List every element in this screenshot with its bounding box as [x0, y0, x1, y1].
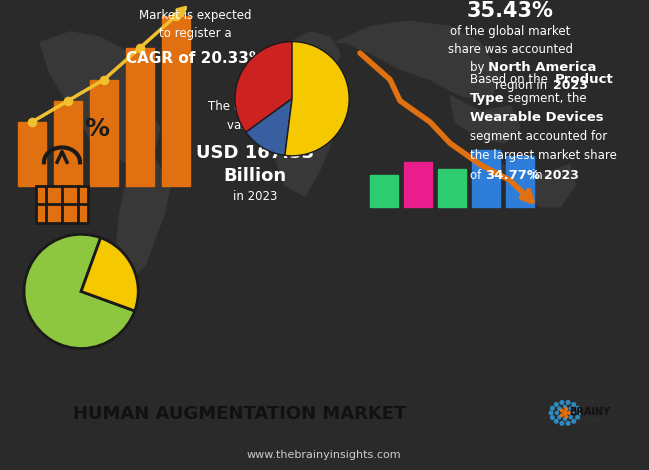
- Text: 34.77%: 34.77%: [485, 169, 540, 181]
- Circle shape: [563, 411, 567, 415]
- Text: the largest market share: the largest market share: [470, 149, 617, 163]
- Text: of: of: [470, 169, 485, 181]
- Circle shape: [572, 419, 576, 423]
- Circle shape: [550, 415, 554, 419]
- Point: [99, 76, 109, 83]
- Circle shape: [561, 414, 563, 416]
- Bar: [54, 101, 82, 186]
- Text: by: by: [470, 62, 488, 74]
- Text: of the global market: of the global market: [450, 25, 570, 39]
- Circle shape: [550, 407, 554, 410]
- Text: North America: North America: [488, 62, 596, 74]
- Circle shape: [565, 407, 567, 410]
- Bar: [506, 156, 534, 207]
- Bar: [370, 175, 398, 207]
- Circle shape: [558, 415, 561, 419]
- Text: Market is expected: Market is expected: [139, 9, 251, 23]
- Bar: [404, 162, 432, 207]
- Text: INSIGHTS: INSIGHTS: [575, 419, 605, 423]
- Bar: [438, 169, 466, 207]
- Text: The market was: The market was: [208, 100, 302, 113]
- Circle shape: [563, 417, 567, 421]
- Circle shape: [563, 405, 567, 408]
- Circle shape: [561, 409, 563, 412]
- Circle shape: [568, 412, 570, 414]
- Point: [135, 44, 145, 52]
- Circle shape: [577, 411, 581, 415]
- Bar: [162, 16, 190, 186]
- Point: [171, 12, 181, 20]
- Polygon shape: [450, 95, 520, 143]
- Polygon shape: [335, 21, 500, 101]
- Text: BRAINY: BRAINY: [570, 407, 611, 417]
- Circle shape: [576, 407, 580, 410]
- Wedge shape: [246, 99, 292, 156]
- Circle shape: [556, 411, 559, 415]
- Circle shape: [558, 407, 561, 410]
- Text: USD 167.53: USD 167.53: [196, 144, 314, 162]
- Circle shape: [576, 415, 580, 419]
- Text: Product: Product: [555, 73, 614, 86]
- Wedge shape: [81, 238, 138, 311]
- Text: Billion: Billion: [223, 167, 287, 185]
- Text: 2023: 2023: [553, 79, 588, 93]
- Circle shape: [572, 403, 576, 407]
- Text: segment accounted for: segment accounted for: [470, 130, 607, 143]
- Circle shape: [565, 415, 567, 418]
- Bar: [90, 79, 118, 186]
- Text: valued at: valued at: [227, 118, 283, 132]
- Circle shape: [560, 422, 564, 425]
- Circle shape: [549, 411, 553, 415]
- Text: in 2023: in 2023: [233, 190, 277, 203]
- Text: Wearable Devices: Wearable Devices: [470, 111, 604, 124]
- Text: 35.43%: 35.43%: [467, 0, 554, 21]
- Text: region in: region in: [495, 79, 551, 93]
- Circle shape: [567, 400, 570, 404]
- Wedge shape: [285, 41, 349, 156]
- Text: www.thebrainyinsights.com: www.thebrainyinsights.com: [247, 450, 401, 460]
- Circle shape: [572, 411, 574, 415]
- Bar: [472, 149, 500, 207]
- Text: HUMAN AUGMENTATION MARKET: HUMAN AUGMENTATION MARKET: [73, 405, 407, 423]
- FancyBboxPatch shape: [36, 186, 88, 223]
- Circle shape: [567, 422, 570, 425]
- Polygon shape: [500, 164, 575, 207]
- Polygon shape: [270, 69, 340, 196]
- Text: Based on the: Based on the: [470, 73, 552, 86]
- Text: %: %: [84, 118, 110, 141]
- Text: 2023: 2023: [544, 169, 579, 181]
- Point: [63, 97, 73, 104]
- Polygon shape: [115, 159, 170, 281]
- Circle shape: [569, 415, 572, 419]
- Circle shape: [569, 407, 572, 410]
- Text: in: in: [528, 169, 546, 181]
- Bar: [18, 122, 46, 186]
- Text: CAGR of 20.33%: CAGR of 20.33%: [126, 51, 264, 66]
- Text: segment, the: segment, the: [504, 92, 587, 105]
- Point: [27, 118, 37, 126]
- Circle shape: [560, 400, 564, 404]
- Text: to register a: to register a: [159, 27, 231, 40]
- Wedge shape: [235, 41, 292, 132]
- Text: THE: THE: [583, 400, 596, 405]
- Polygon shape: [40, 32, 160, 164]
- Polygon shape: [285, 32, 340, 74]
- Bar: [126, 48, 154, 186]
- Text: Type: Type: [470, 92, 505, 105]
- Text: share was accounted: share was accounted: [448, 43, 572, 56]
- Circle shape: [554, 419, 558, 423]
- Wedge shape: [24, 234, 135, 349]
- Circle shape: [554, 403, 558, 407]
